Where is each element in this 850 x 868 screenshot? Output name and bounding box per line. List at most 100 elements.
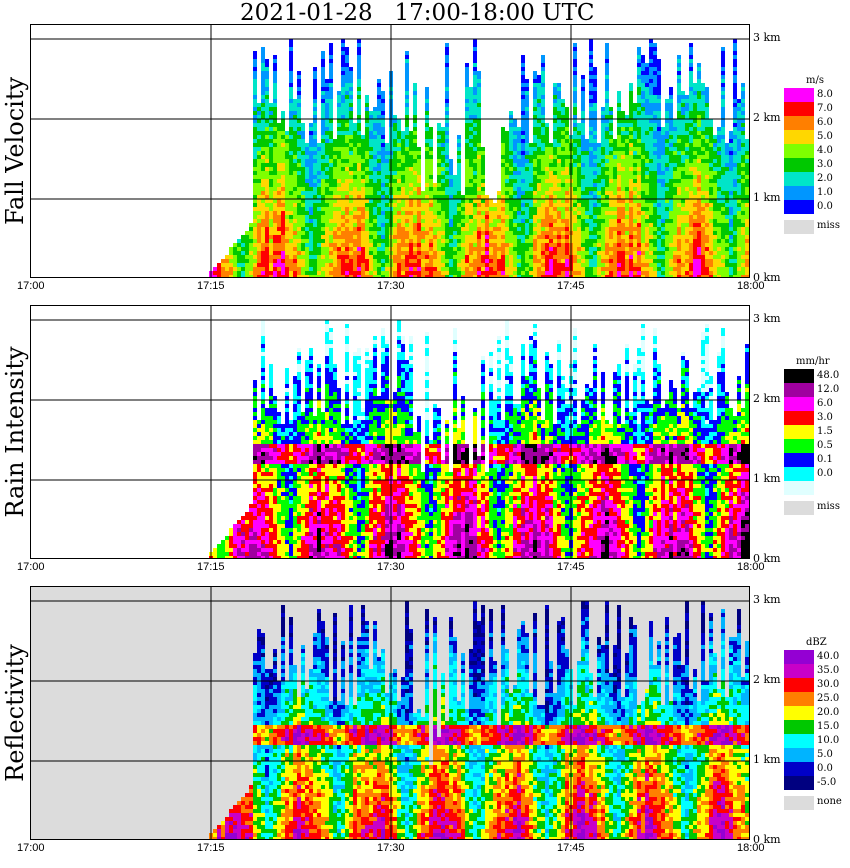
heatmap-cell	[517, 219, 521, 223]
heatmap-cell	[529, 195, 533, 199]
heatmap-cell	[541, 91, 545, 95]
heatmap-cell	[365, 179, 369, 183]
heatmap-cell	[373, 155, 377, 159]
heatmap-cell	[261, 251, 265, 255]
heatmap-cell	[345, 119, 349, 123]
heatmap-cell	[549, 263, 553, 267]
heatmap-cell	[453, 203, 457, 207]
heatmap-cell	[673, 151, 677, 155]
heatmap-cell	[677, 119, 681, 123]
heatmap-cell	[477, 203, 481, 207]
heatmap-cell	[589, 247, 593, 251]
heatmap-cell	[465, 163, 469, 167]
heatmap-cell	[313, 267, 317, 271]
heatmap-cell	[573, 267, 577, 271]
heatmap-cell	[565, 235, 569, 239]
heatmap-cell	[317, 235, 321, 239]
heatmap-cell	[337, 107, 341, 111]
heatmap-cell	[473, 119, 477, 123]
heatmap-cell	[553, 219, 557, 223]
heatmap-cell	[341, 259, 345, 263]
heatmap-cell	[269, 239, 273, 243]
heatmap-cell	[553, 155, 557, 159]
heatmap-cell	[437, 263, 441, 267]
heatmap-cell	[313, 195, 317, 199]
heatmap-cell	[309, 163, 313, 167]
heatmap-cell	[453, 211, 457, 215]
heatmap-cell	[533, 131, 537, 135]
heatmap-cell	[673, 239, 677, 243]
heatmap-cell	[349, 191, 353, 195]
heatmap-cell	[573, 219, 577, 223]
heatmap-cell	[649, 259, 653, 263]
heatmap-cell	[373, 255, 377, 259]
heatmap-cell	[453, 219, 457, 223]
heatmap-cell	[369, 223, 373, 227]
heatmap-cell	[541, 243, 545, 247]
heatmap-cell	[585, 267, 589, 271]
heatmap-cell	[289, 39, 293, 43]
heatmap-cell	[325, 247, 329, 251]
heatmap-cell	[405, 55, 409, 59]
heatmap-cell	[425, 155, 429, 159]
heatmap-cell	[617, 223, 621, 227]
heatmap-cell	[581, 167, 585, 171]
heatmap-cell	[369, 135, 373, 139]
heatmap-cell	[349, 223, 353, 227]
heatmap-cell	[549, 155, 553, 159]
heatmap-cell	[329, 139, 333, 143]
heatmap-cell	[357, 63, 361, 67]
heatmap-cell	[465, 195, 469, 199]
heatmap-cell	[481, 215, 485, 219]
heatmap-cell	[309, 127, 313, 131]
heatmap-cell	[573, 155, 577, 159]
heatmap-cell	[677, 247, 681, 251]
heatmap-cell	[565, 123, 569, 127]
heatmap-cell	[653, 87, 657, 91]
heatmap-cell	[289, 55, 293, 59]
heatmap-cell	[349, 143, 353, 147]
heatmap-cell	[493, 215, 497, 219]
heatmap-cell	[473, 99, 477, 103]
heatmap-cell	[377, 275, 381, 277]
heatmap-cell	[629, 231, 633, 235]
heatmap-cell	[397, 191, 401, 195]
heatmap-cell	[409, 195, 413, 199]
heatmap-cell	[665, 143, 669, 147]
heatmap-cell	[677, 115, 681, 119]
heatmap-cell	[273, 195, 277, 199]
heatmap-cell	[641, 227, 645, 231]
heatmap-cell	[357, 195, 361, 199]
heatmap-cell	[633, 115, 637, 119]
heatmap-cell	[301, 147, 305, 151]
heatmap-cell	[553, 103, 557, 107]
heatmap-cell	[609, 131, 613, 135]
heatmap-cell	[473, 107, 477, 111]
heatmap-cell	[553, 87, 557, 91]
heatmap-cell	[517, 187, 521, 191]
heatmap-cell	[537, 203, 541, 207]
heatmap-cell	[265, 123, 269, 127]
heatmap-cell	[661, 191, 665, 195]
heatmap-cell	[453, 227, 457, 231]
heatmap-cell	[561, 223, 565, 227]
heatmap-cell	[585, 199, 589, 203]
heatmap-cell	[549, 275, 553, 277]
heatmap-cell	[517, 275, 521, 277]
heatmap-cell	[645, 87, 649, 91]
heatmap-cell	[573, 167, 577, 171]
heatmap-cell	[453, 243, 457, 247]
heatmap-cell	[685, 127, 689, 131]
heatmap-cell	[593, 79, 597, 83]
heatmap-cell	[301, 251, 305, 255]
heatmap-cell	[541, 139, 545, 143]
heatmap-cell	[425, 223, 429, 227]
heatmap-cell	[497, 211, 501, 215]
heatmap-cell	[645, 187, 649, 191]
heatmap-cell	[681, 211, 685, 215]
heatmap-cell	[437, 231, 441, 235]
heatmap-cell	[353, 203, 357, 207]
heatmap-cell	[689, 107, 693, 111]
heatmap-cell	[669, 235, 673, 239]
heatmap-cell	[261, 135, 265, 139]
